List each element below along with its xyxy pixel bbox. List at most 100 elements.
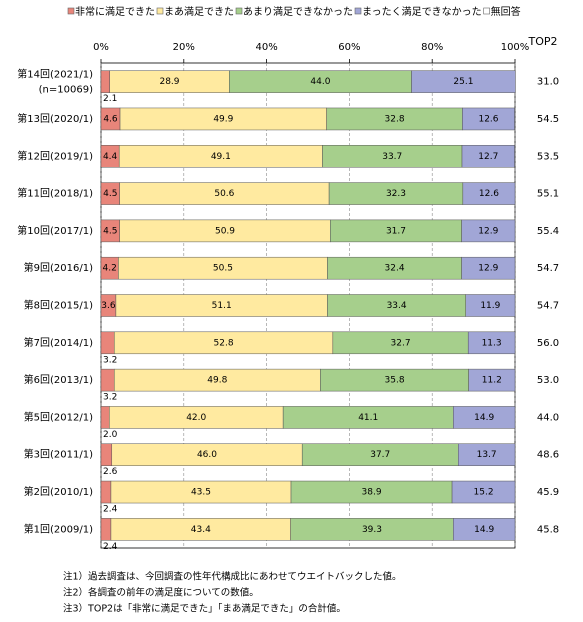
bar-segment <box>451 480 516 504</box>
value-label: 4.6 <box>103 114 118 124</box>
value-label: 31.7 <box>386 226 406 236</box>
value-label: 32.7 <box>391 338 411 348</box>
bar-segment <box>100 443 113 466</box>
value-label: 33.4 <box>387 301 407 311</box>
legend-swatch <box>354 7 362 15</box>
value-label: 46.0 <box>197 450 217 460</box>
category-label: 第12回(2019/1) <box>17 149 93 162</box>
top2-value: 31.0 <box>537 77 559 88</box>
value-label: 12.9 <box>478 226 498 236</box>
legend-swatch <box>67 7 75 15</box>
value-label: 32.3 <box>386 189 406 199</box>
value-label: 3.2 <box>103 355 117 365</box>
top2-header: TOP2 <box>527 35 557 48</box>
bar-segment <box>467 331 516 355</box>
top2-value: 45.9 <box>537 487 559 498</box>
x-tick-label: 0% <box>93 42 109 53</box>
x-tick-label: 80% <box>421 42 443 53</box>
bar-segment <box>461 145 515 168</box>
bar-segment <box>100 518 112 541</box>
value-label: 3.2 <box>103 393 117 403</box>
value-label: 50.6 <box>214 189 234 199</box>
value-label: 3.6 <box>101 301 116 311</box>
category-label: 第11回(2018/1) <box>17 187 93 200</box>
value-label: 51.1 <box>212 301 232 311</box>
footnote: 注3）TOP2は「非常に満足できた」「まあ満足できた」の合計値。 <box>63 603 346 615</box>
top2-value: 55.1 <box>537 189 559 200</box>
category-label: 第1回(2009/1) <box>24 522 93 535</box>
value-label: 4.5 <box>103 189 117 199</box>
value-label: 44.0 <box>310 77 330 87</box>
value-label: 42.0 <box>186 413 206 423</box>
value-label: 14.9 <box>474 525 494 535</box>
bar-segment <box>468 368 516 392</box>
value-label: 38.9 <box>362 488 382 498</box>
value-label: 32.8 <box>385 114 405 124</box>
legend-label: 非常に満足できた <box>75 5 155 18</box>
value-label: 28.9 <box>159 77 179 87</box>
bar-segment <box>453 518 516 541</box>
value-label: 12.6 <box>478 114 498 124</box>
legend-swatch <box>235 7 243 15</box>
value-label: 11.9 <box>480 301 500 311</box>
value-label: 15.2 <box>474 488 494 498</box>
legend-swatch <box>483 7 490 15</box>
bar-segment <box>453 406 516 429</box>
bar-segment <box>100 331 115 355</box>
value-label: 11.2 <box>482 376 502 386</box>
legend-label: あまり満足できなかった <box>243 6 353 18</box>
legend-label: まったく満足できなかった <box>362 6 482 18</box>
value-label: 37.7 <box>370 450 390 460</box>
value-label: 49.9 <box>213 114 233 124</box>
value-label: 41.1 <box>358 413 378 423</box>
bar-segment <box>100 480 112 504</box>
value-label: 33.7 <box>382 152 402 162</box>
value-label: 50.9 <box>215 226 235 236</box>
value-label: 11.3 <box>482 338 502 348</box>
value-label: 50.5 <box>213 264 233 274</box>
bar-segment <box>458 443 516 466</box>
legend-swatch <box>156 7 164 15</box>
category-label: 第13回(2020/1) <box>17 112 93 125</box>
category-note: (n=10069) <box>39 85 93 96</box>
value-label: 12.7 <box>478 152 498 162</box>
value-label: 2.1 <box>103 94 117 104</box>
footnote: 注1）過去調査は、今回調査の性年代構成比にあわせてウエイトバックした値。 <box>63 571 402 583</box>
category-label: 第3回(2011/1) <box>24 448 93 461</box>
x-tick-label: 60% <box>338 42 360 53</box>
footnote: 注2）各調査の前年の満足度についての数値。 <box>63 587 259 599</box>
legend-label: 無回答 <box>491 5 521 18</box>
x-tick-label: 20% <box>173 42 195 53</box>
value-label: 2.6 <box>103 467 118 477</box>
bar-segment <box>462 182 516 205</box>
bar-segment <box>461 256 516 280</box>
category-label: 第8回(2015/1) <box>24 299 93 312</box>
bar-segment <box>100 70 110 93</box>
x-tick-label: 40% <box>255 42 277 53</box>
value-label: 52.8 <box>214 338 234 348</box>
legend-label: まあ満足できた <box>164 6 234 18</box>
value-label: 49.8 <box>207 376 227 386</box>
x-tick-label: 100% <box>501 42 530 53</box>
category-label: 第2回(2010/1) <box>24 485 93 498</box>
top2-value: 45.8 <box>537 524 559 535</box>
value-label: 2.0 <box>103 430 118 440</box>
bar-segment <box>100 368 115 392</box>
value-label: 43.5 <box>191 488 211 498</box>
top2-value: 56.0 <box>537 338 559 349</box>
top2-value: 54.7 <box>537 301 559 312</box>
value-label: 4.4 <box>103 152 118 162</box>
bar-segment <box>462 107 515 131</box>
value-label: 49.1 <box>211 152 231 162</box>
top2-value: 48.6 <box>537 450 559 461</box>
value-label: 25.1 <box>453 77 473 87</box>
category-label: 第10回(2017/1) <box>17 224 93 237</box>
value-label: 12.6 <box>479 189 499 199</box>
value-label: 2.4 <box>103 505 118 515</box>
bar-segment <box>465 294 516 317</box>
value-label: 43.4 <box>191 525 211 535</box>
top2-value: 44.0 <box>537 412 559 423</box>
top2-value: 53.0 <box>537 375 559 386</box>
value-label: 4.2 <box>103 264 117 274</box>
